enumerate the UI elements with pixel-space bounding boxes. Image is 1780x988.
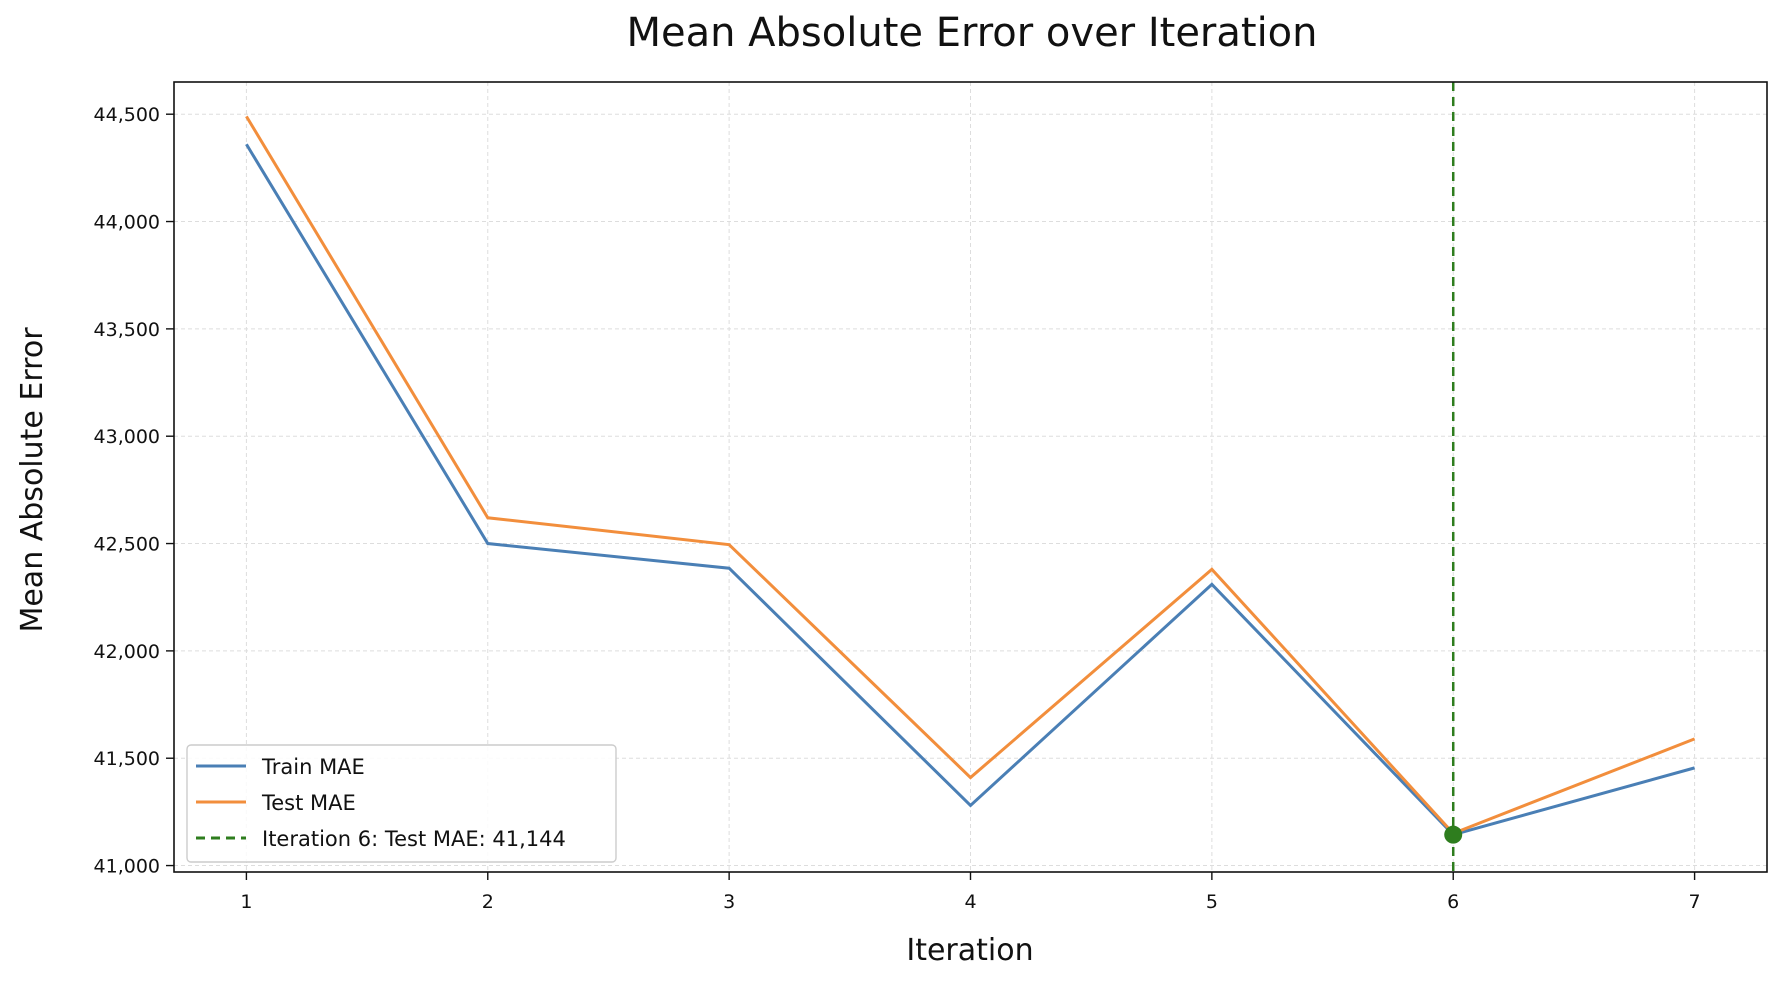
x-axis-label: Iteration (906, 933, 1033, 968)
x-tick-label: 5 (1206, 891, 1218, 913)
legend-label-marker: Iteration 6: Test MAE: 41,144 (262, 827, 566, 851)
y-tick-label: 44,000 (94, 212, 160, 234)
x-tick-label: 2 (482, 891, 494, 913)
x-tick-label: 4 (964, 891, 976, 913)
y-tick-label: 42,500 (94, 534, 160, 556)
best-iteration-point (1444, 825, 1463, 844)
axis-ticks: 1 2 3 4 5 6 7 41,000 41,500 42,000 42,500 43,000 43,… (94, 104, 1701, 913)
y-tick-label: 41,000 (94, 856, 160, 878)
legend-box (186, 744, 617, 863)
legend-label-train: Train MAE (261, 755, 365, 779)
series-lines (245, 82, 1696, 872)
x-tick-label: 6 (1447, 891, 1459, 913)
y-tick-label: 44,500 (94, 104, 160, 126)
x-tick-label: 1 (240, 891, 252, 913)
y-tick-label: 42,000 (94, 641, 160, 663)
legend: Train MAE Test MAE Iteration 6: Test MAE… (186, 744, 617, 863)
y-tick-label: 43,000 (94, 426, 160, 448)
legend-label-test: Test MAE (261, 791, 356, 815)
y-tick-label: 43,500 (94, 319, 160, 341)
x-tick-label: 3 (723, 891, 735, 913)
x-tick-label: 7 (1689, 891, 1701, 913)
y-tick-label: 41,500 (94, 748, 160, 770)
chart-title: Mean Absolute Error over Iteration (626, 10, 1317, 56)
y-axis-label: Mean Absolute Error (15, 327, 50, 633)
